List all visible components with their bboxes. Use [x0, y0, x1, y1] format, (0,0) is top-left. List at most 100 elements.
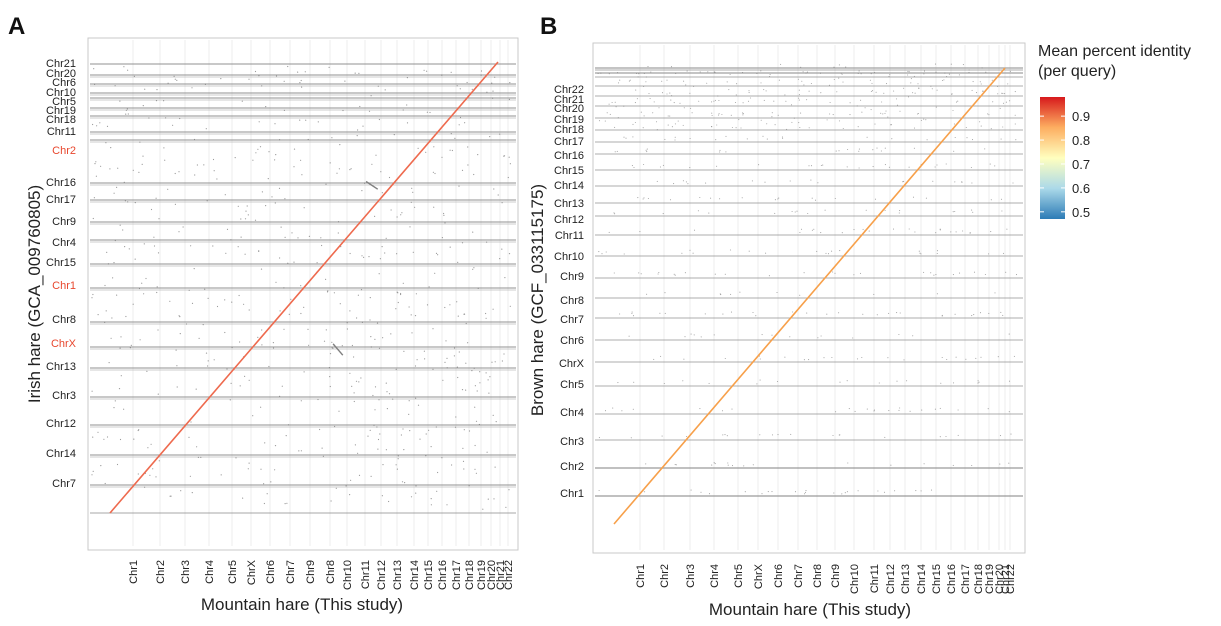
panel-b-point	[714, 463, 716, 465]
panel-b-point	[742, 72, 744, 74]
panel-b-point	[898, 409, 900, 411]
panel-a-point	[349, 310, 351, 312]
panel-a-point	[492, 308, 494, 310]
panel-b-y-tick-label: Chr7	[560, 314, 584, 326]
panel-a-point	[377, 448, 379, 450]
panel-b-point	[884, 164, 886, 166]
panel-b-point	[831, 250, 833, 252]
panel-a-y-tick-label: Chr14	[46, 448, 76, 460]
panel-b-x-tick-label: Chr1	[635, 564, 647, 588]
panel-b-point	[803, 359, 805, 361]
panel-a-point	[275, 154, 277, 156]
panel-a-point	[397, 455, 399, 457]
panel-a-x-tick-label: Chr1	[128, 560, 140, 584]
panel-b-chromosome-bands	[595, 67, 1023, 497]
panel-a-point	[442, 379, 444, 381]
panel-b-point	[677, 120, 679, 122]
panel-b-point	[913, 147, 915, 149]
panel-a-point	[388, 176, 391, 179]
panel-b-point	[885, 110, 887, 112]
panel-a-point	[465, 362, 467, 364]
panel-b-point	[761, 334, 763, 336]
panel-b-point	[789, 336, 791, 338]
panel-a-point	[213, 170, 215, 172]
panel-b-point	[669, 115, 671, 117]
panel-a-point	[134, 202, 136, 204]
panel-a-point	[155, 100, 158, 102]
panel-a-point	[212, 245, 214, 247]
panel-b-point	[661, 92, 664, 94]
panel-a-point	[179, 316, 181, 318]
panel-b-point	[604, 410, 607, 412]
panel-a-point	[260, 268, 263, 270]
panel-a-inverted-alignment	[365, 180, 379, 190]
panel-a-point	[155, 476, 157, 478]
panel-b-point	[811, 229, 813, 231]
panel-a-point	[441, 74, 443, 76]
panel-a-point	[350, 479, 352, 481]
panel-a-point	[257, 148, 259, 150]
panel-a-point	[198, 337, 200, 339]
panel-a-point	[225, 252, 227, 254]
panel-b-point	[798, 99, 800, 101]
panel-a-point	[240, 218, 242, 220]
panel-a-point	[373, 424, 375, 426]
panel-b-point	[888, 166, 890, 168]
panel-a-point	[401, 212, 403, 214]
panel-a-point	[462, 460, 465, 462]
panel-a-point	[267, 178, 269, 180]
panel-b-point	[690, 107, 692, 109]
panel-a-point	[317, 121, 319, 123]
panel-a-point	[153, 245, 156, 247]
panel-a-point	[428, 429, 430, 431]
panel-b-point	[628, 335, 630, 337]
panel-a-point	[132, 169, 134, 171]
panel-b-point	[782, 137, 784, 139]
panel-a-point	[493, 188, 495, 190]
panel-a-point	[434, 172, 436, 175]
panel-b-point	[920, 119, 922, 121]
panel-a-point	[474, 468, 476, 470]
panel-b-point	[806, 99, 808, 101]
panel-b-point	[791, 210, 793, 213]
panel-a-point	[357, 129, 359, 131]
legend-tick-label: 0.8	[1072, 133, 1090, 148]
panel-a-point	[328, 367, 330, 369]
panel-b-point	[1004, 93, 1006, 95]
panel-b-point	[643, 85, 645, 88]
panel-b-point	[814, 199, 817, 201]
panel-b-point	[1014, 123, 1016, 125]
panel-a-point	[461, 389, 464, 391]
panel-b-point	[1002, 126, 1004, 128]
panel-b-y-tick-label: Chr16	[554, 150, 584, 162]
panel-a-point	[258, 250, 260, 252]
panel-b-point	[608, 103, 610, 105]
panel-b-x-tick-label: Chr4	[709, 564, 721, 588]
panel-b-point	[898, 212, 900, 214]
panel-b-point	[632, 136, 634, 138]
panel-a-point	[444, 222, 446, 224]
panel-a-point	[342, 109, 344, 112]
panel-b-point	[766, 123, 768, 125]
panel-a-point	[349, 372, 351, 374]
panel-b-point	[825, 252, 827, 254]
panel-a-point	[300, 285, 302, 287]
panel-b-y-tick-label: Chr14	[554, 180, 584, 192]
panel-a-point	[113, 192, 115, 194]
panel-a-point	[419, 438, 421, 440]
panel-a-point	[274, 159, 276, 161]
panel-b-point	[716, 165, 718, 167]
panel-b-point	[794, 491, 797, 493]
panel-a-point	[390, 209, 392, 211]
panel-a-point	[284, 236, 286, 238]
panel-a-point	[104, 321, 106, 323]
panel-a-point	[390, 333, 392, 335]
panel-a-point	[331, 341, 333, 343]
panel-b-point	[803, 84, 805, 86]
panel-a-point	[303, 207, 305, 209]
panel-a-point	[473, 367, 475, 369]
panel-b-x-tick-label: Chr12	[885, 564, 897, 594]
panel-a-point	[395, 308, 397, 310]
panel-a-point	[260, 468, 262, 470]
panel-a-point	[409, 430, 411, 432]
